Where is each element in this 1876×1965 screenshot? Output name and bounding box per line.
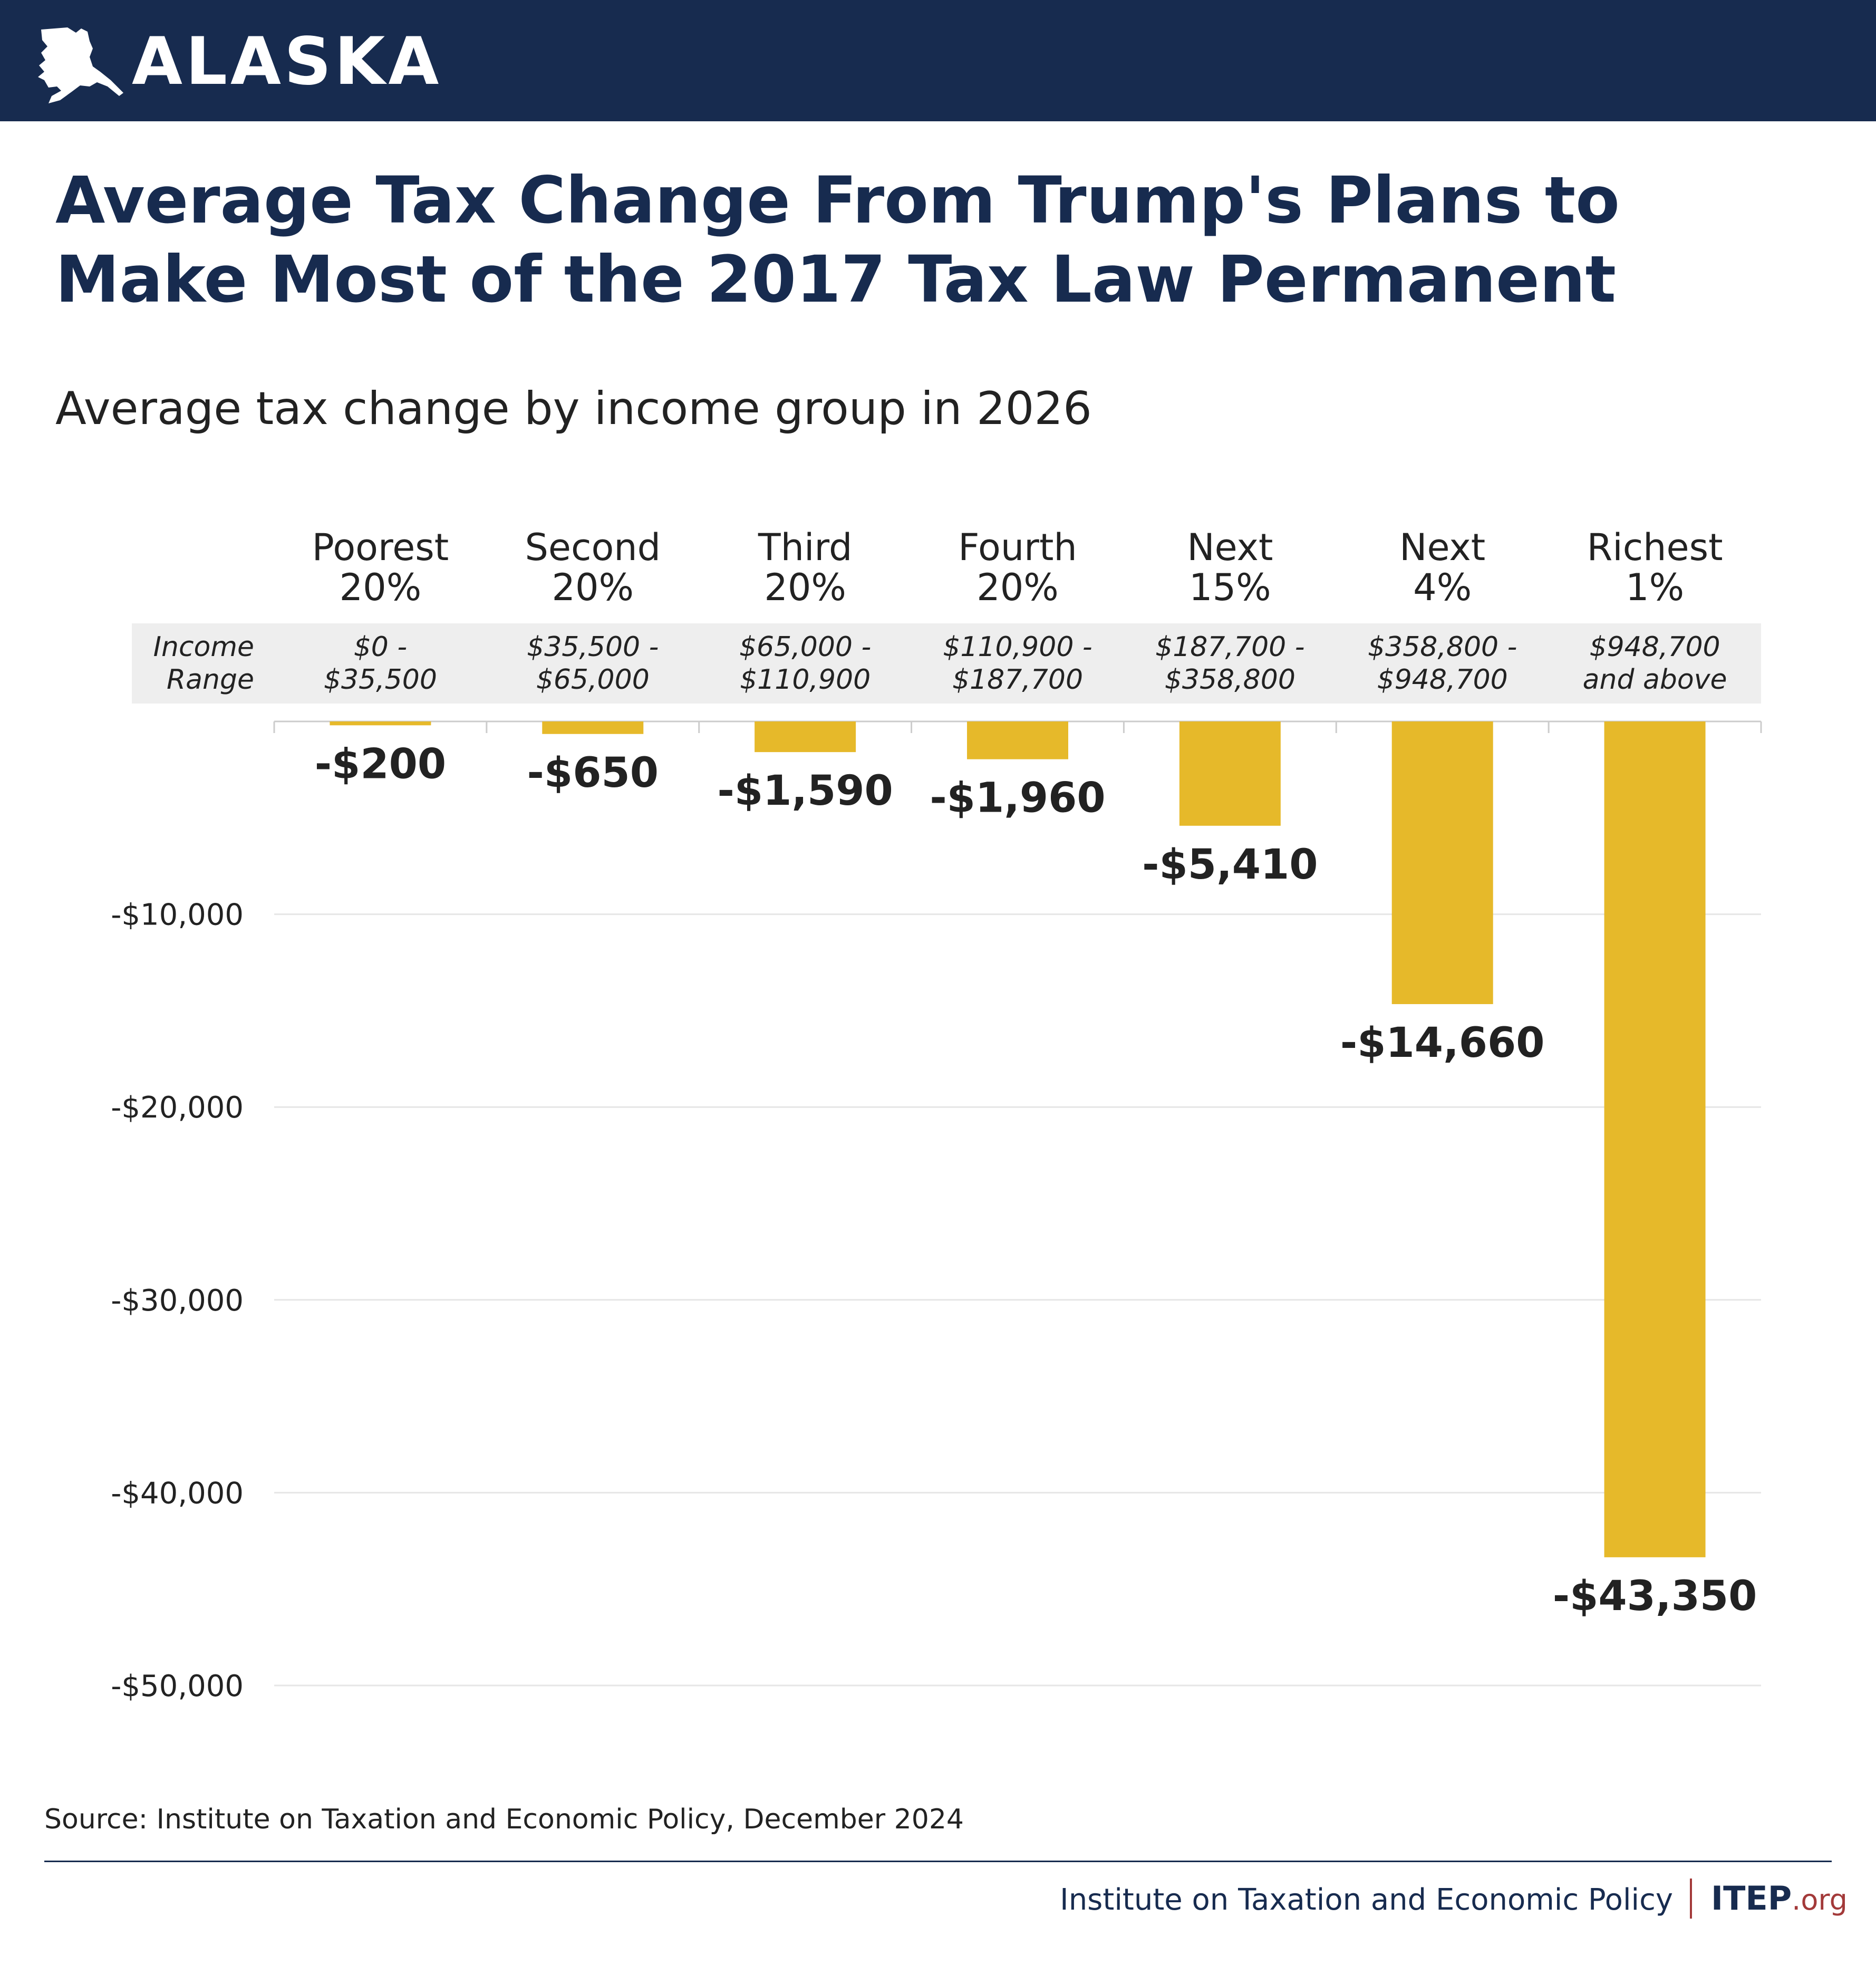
category-label: 1% <box>1626 566 1684 609</box>
bar-3 <box>755 721 856 753</box>
category-label: 20% <box>340 566 422 609</box>
category-label: Poorest <box>312 526 449 569</box>
bar-4 <box>967 721 1068 759</box>
value-label: -$1,590 <box>717 767 893 815</box>
value-label: -$1,960 <box>930 775 1105 822</box>
income-range-value: $110,900 - <box>943 631 1092 663</box>
bar-5 <box>1179 721 1281 826</box>
y-tick-label: -$30,000 <box>111 1284 244 1318</box>
category-label: Third <box>758 526 853 569</box>
y-tick-label: -$10,000 <box>111 898 244 932</box>
income-range-value: $358,800 - <box>1368 631 1517 663</box>
category-label: Next <box>1399 526 1485 569</box>
income-range-value: $187,700 <box>952 664 1083 696</box>
logo-main: ITEP <box>1711 1879 1792 1918</box>
category-label: Richest <box>1587 526 1723 569</box>
chart-title: Average Tax Change From Trump's Plans to… <box>55 163 1620 317</box>
y-tick-label: -$20,000 <box>111 1091 244 1125</box>
income-range-label: Range <box>167 664 254 696</box>
income-range-value: $187,700 - <box>1155 631 1304 663</box>
bar-2 <box>542 721 644 734</box>
bar-1 <box>330 721 431 726</box>
chart-subtitle: Average tax change by income group in 20… <box>55 382 1092 435</box>
income-range-value: $358,800 <box>1165 664 1295 696</box>
category-label: 20% <box>552 566 634 609</box>
category-label: Fourth <box>958 526 1077 569</box>
value-label: -$200 <box>315 740 446 788</box>
income-range-value: $0 - <box>354 631 407 663</box>
y-tick-label: -$50,000 <box>111 1669 244 1703</box>
category-label: 4% <box>1413 566 1472 609</box>
category-label: 20% <box>976 566 1059 609</box>
category-label: Second <box>525 526 661 569</box>
header-bar: ALASKA <box>0 0 1876 121</box>
income-range-value: $35,500 - <box>527 631 659 663</box>
alaska-map-icon <box>38 27 123 103</box>
state-name: ALASKA <box>132 24 442 100</box>
income-range-value: $65,000 <box>536 664 650 696</box>
income-range-value: $948,700 <box>1590 631 1720 663</box>
income-range-value: $110,900 <box>740 664 871 696</box>
value-label: -$43,350 <box>1553 1573 1757 1620</box>
footer-divider <box>44 1861 1832 1862</box>
income-range-value: $35,500 <box>324 664 437 696</box>
income-range-band <box>132 623 1761 704</box>
source-note: Source: Institute on Taxation and Econom… <box>44 1804 964 1835</box>
income-range-label: Income <box>153 631 254 663</box>
income-range-value: $948,700 <box>1377 664 1508 696</box>
itep-logo: ITEP.org <box>1711 1877 1848 1921</box>
footer-separator <box>1690 1879 1692 1919</box>
bar-7 <box>1604 721 1706 1557</box>
value-label: -$14,660 <box>1340 1019 1545 1067</box>
category-label: Next <box>1187 526 1273 569</box>
value-label: -$5,410 <box>1142 841 1318 889</box>
category-label: 20% <box>764 566 846 609</box>
bar-6 <box>1391 721 1493 1004</box>
category-label: 15% <box>1189 566 1271 609</box>
logo-suffix: .org <box>1792 1883 1848 1916</box>
income-range-value: and above <box>1583 664 1727 696</box>
footer-org-name: Institute on Taxation and Economic Polic… <box>1060 1883 1673 1917</box>
income-range-value: $65,000 - <box>739 631 871 663</box>
y-tick-label: -$40,000 <box>111 1476 244 1510</box>
value-label: -$650 <box>527 749 659 797</box>
